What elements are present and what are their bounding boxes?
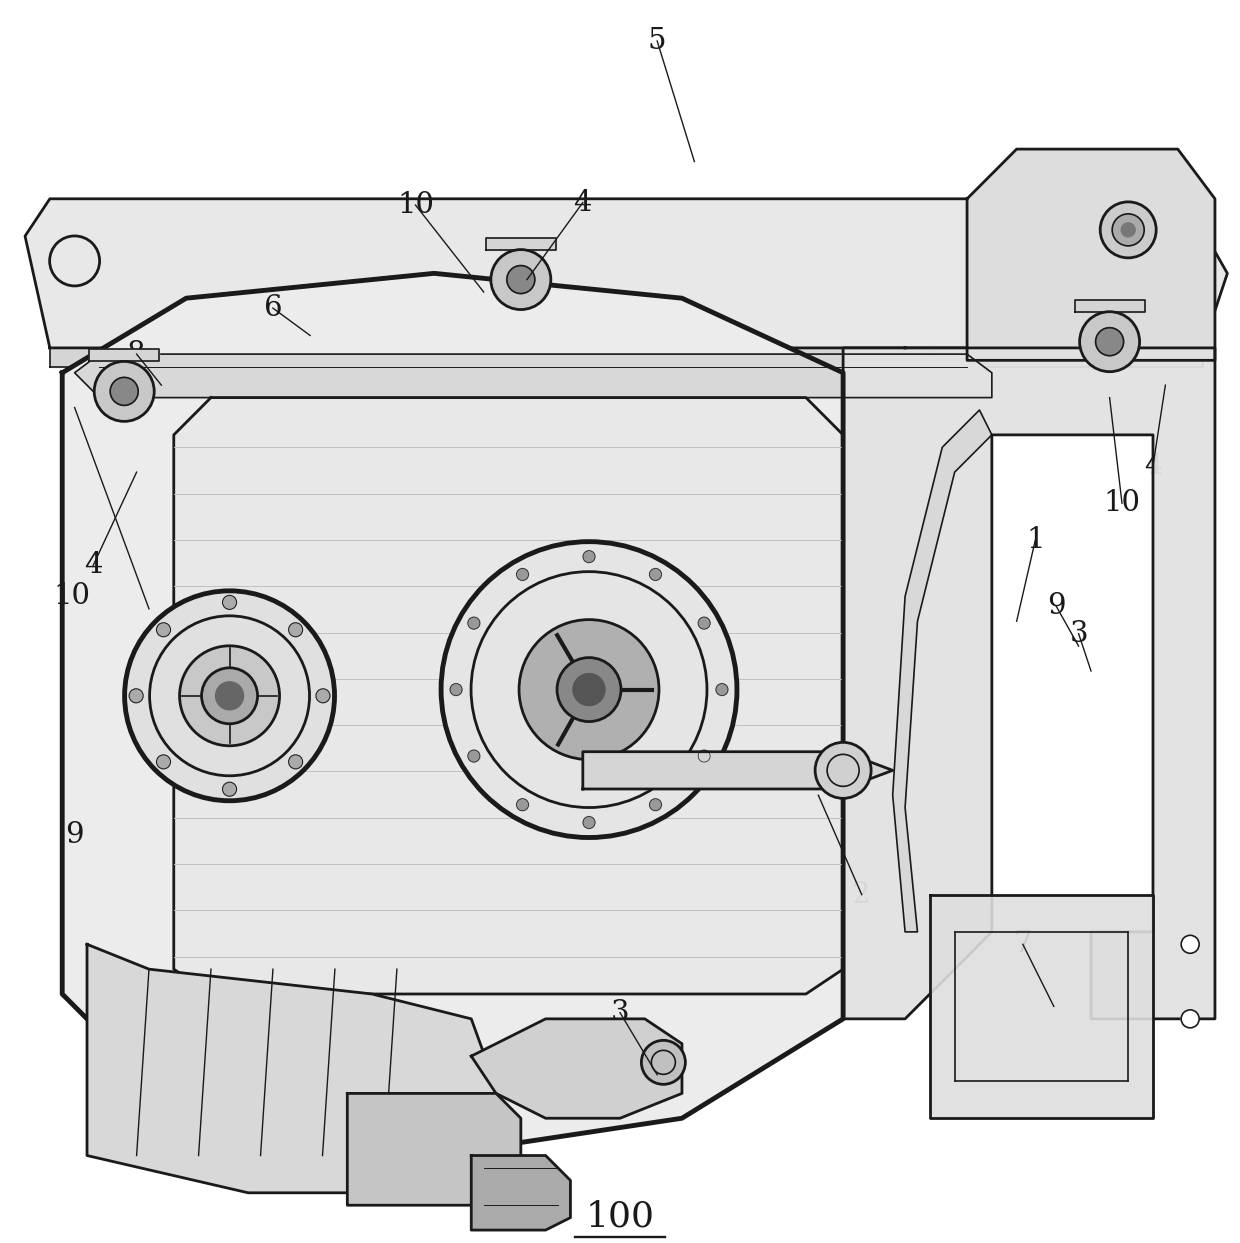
Circle shape — [110, 378, 138, 405]
Circle shape — [698, 750, 711, 762]
Circle shape — [124, 590, 335, 800]
Circle shape — [289, 755, 303, 769]
Circle shape — [316, 689, 330, 702]
Polygon shape — [87, 945, 521, 1193]
Circle shape — [1182, 935, 1199, 953]
Polygon shape — [74, 354, 992, 398]
Circle shape — [557, 658, 621, 722]
Text: 9: 9 — [1047, 593, 1065, 620]
Polygon shape — [486, 237, 556, 250]
Circle shape — [491, 250, 551, 310]
Circle shape — [650, 799, 661, 810]
Polygon shape — [930, 895, 1153, 1119]
Polygon shape — [174, 398, 843, 994]
Polygon shape — [583, 752, 893, 789]
Circle shape — [289, 623, 303, 636]
Circle shape — [520, 619, 658, 759]
Circle shape — [641, 1040, 686, 1084]
Text: 4: 4 — [574, 189, 591, 216]
Circle shape — [129, 689, 143, 702]
Circle shape — [573, 674, 605, 706]
Circle shape — [222, 782, 237, 797]
Polygon shape — [1075, 300, 1145, 312]
Text: 4: 4 — [1143, 452, 1162, 480]
Text: 5: 5 — [649, 27, 666, 55]
Circle shape — [698, 617, 711, 629]
Text: 6: 6 — [264, 295, 283, 322]
Circle shape — [517, 568, 528, 580]
Circle shape — [1121, 222, 1135, 237]
Circle shape — [222, 595, 237, 609]
Circle shape — [1118, 226, 1163, 271]
Circle shape — [467, 617, 480, 629]
Polygon shape — [967, 149, 1215, 360]
Circle shape — [202, 667, 258, 723]
Text: 7: 7 — [1013, 930, 1032, 958]
Text: 10: 10 — [53, 583, 91, 610]
Circle shape — [450, 684, 463, 696]
Polygon shape — [89, 349, 159, 362]
Text: 1: 1 — [1025, 527, 1044, 554]
Polygon shape — [843, 348, 1215, 1019]
Circle shape — [583, 551, 595, 563]
Circle shape — [1080, 312, 1140, 372]
Circle shape — [507, 266, 534, 293]
Polygon shape — [25, 199, 1228, 348]
Text: 4: 4 — [84, 552, 103, 579]
Circle shape — [715, 684, 728, 696]
Polygon shape — [471, 1156, 570, 1231]
Circle shape — [650, 568, 661, 580]
Polygon shape — [471, 1019, 682, 1119]
Polygon shape — [893, 410, 992, 932]
Circle shape — [583, 817, 595, 829]
Circle shape — [441, 542, 737, 838]
Circle shape — [467, 750, 480, 762]
Text: 9: 9 — [66, 820, 84, 849]
Circle shape — [815, 742, 870, 798]
Text: 2: 2 — [852, 880, 870, 909]
Text: 8: 8 — [128, 341, 146, 368]
Text: 10: 10 — [397, 191, 434, 219]
Circle shape — [94, 362, 154, 421]
Text: 3: 3 — [610, 998, 630, 1027]
Polygon shape — [347, 1094, 521, 1206]
Circle shape — [1182, 1009, 1199, 1028]
Text: 10: 10 — [1104, 490, 1141, 517]
Polygon shape — [62, 273, 843, 1156]
Circle shape — [1112, 214, 1145, 246]
Circle shape — [180, 646, 279, 746]
Text: 3: 3 — [1069, 620, 1087, 648]
Circle shape — [156, 755, 171, 769]
Circle shape — [216, 682, 243, 710]
Circle shape — [1100, 201, 1156, 257]
Circle shape — [1096, 328, 1123, 355]
Circle shape — [156, 623, 171, 636]
Text: 100: 100 — [585, 1199, 655, 1233]
Circle shape — [517, 799, 528, 810]
Polygon shape — [50, 348, 1203, 367]
Circle shape — [50, 236, 99, 286]
